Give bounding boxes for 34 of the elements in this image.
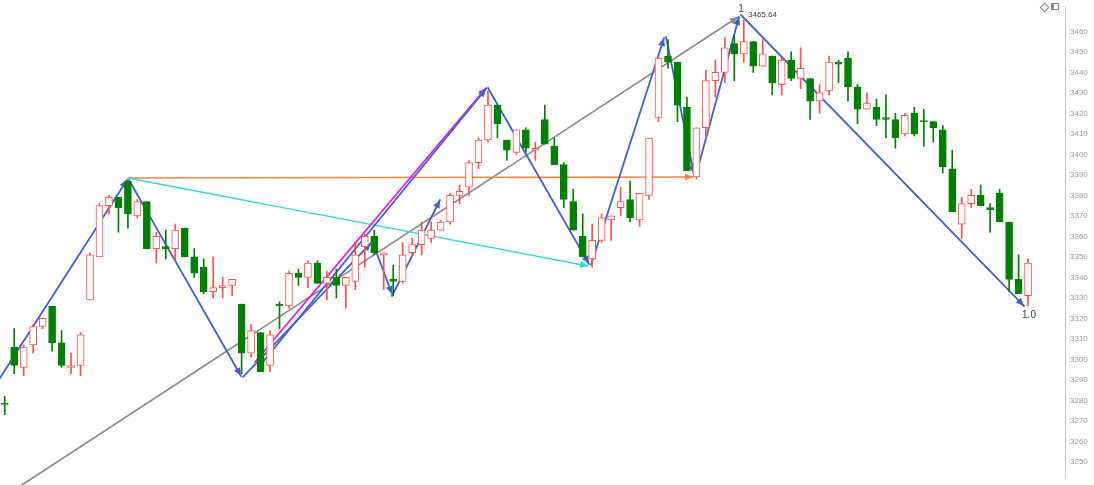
y-tick-label: 3360 (1070, 231, 1089, 241)
y-tick-label: 3270 (1070, 416, 1089, 426)
candlestick (323, 270, 331, 301)
annotation: 1 (738, 2, 745, 14)
candlestick (209, 256, 218, 299)
y-tick-label: 3300 (1070, 354, 1089, 364)
y-tick-label: 3460 (1070, 26, 1089, 36)
candlestick (882, 94, 890, 139)
y-tick-label: 3380 (1070, 190, 1089, 200)
y-tick-label: 3310 (1070, 334, 1089, 344)
candlestick (730, 35, 739, 81)
y-tick-label: 3320 (1070, 313, 1089, 323)
candlestick (67, 352, 75, 374)
y-tick-label: 3390 (1070, 170, 1089, 180)
y-tick-label: 3370 (1070, 211, 1089, 221)
y-tick-label: 3430 (1070, 88, 1089, 98)
y-tick-label: 3450 (1070, 47, 1089, 57)
candlestick (379, 252, 388, 290)
y-tick-label: 3420 (1070, 108, 1089, 118)
annotation: 1.0 (1022, 308, 1037, 320)
y-tick-label: 3280 (1070, 395, 1089, 405)
y-tick-label: 3250 (1070, 457, 1089, 467)
candlestick (986, 203, 994, 233)
y-tick-label: 3290 (1070, 375, 1089, 385)
y-tick-label: 3410 (1070, 129, 1089, 139)
y-tick-label: 3340 (1070, 272, 1089, 282)
y-tick-label: 3350 (1070, 252, 1089, 262)
y-tick-label: 3330 (1070, 293, 1089, 303)
annotation: 3465.64 (748, 10, 778, 20)
candlestick (389, 264, 398, 297)
y-tick-label: 3400 (1070, 149, 1089, 159)
y-tick-label: 3440 (1070, 67, 1089, 77)
y-tick-label: 3260 (1070, 436, 1089, 446)
candlestick (161, 229, 170, 260)
